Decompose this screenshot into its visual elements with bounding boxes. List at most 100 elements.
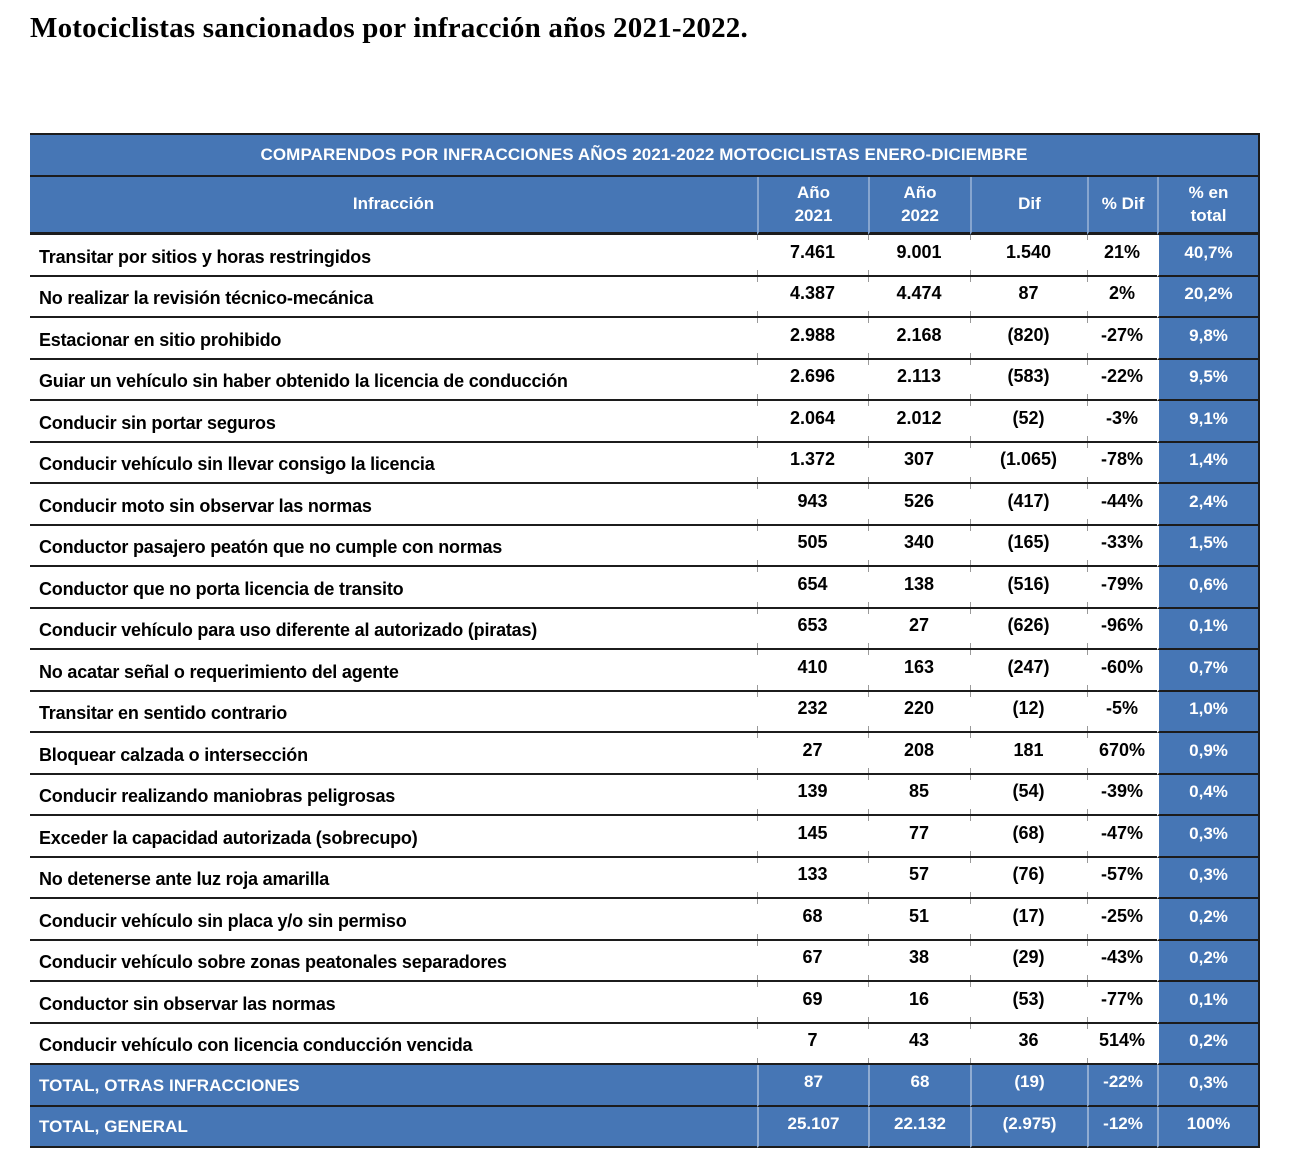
cell-infraccion: Conducir moto sin observar las normas [30,484,757,526]
cell-pct-en-total: 0,2% [1157,940,1259,982]
cell-ano-2021: 69 [757,982,868,1024]
cell-ano-2022: 2.113 [868,359,970,401]
table-row: Conducir vehículo para uso diferente al … [30,608,1259,650]
cell-ano-2022: 9.001 [868,235,970,277]
cell-dif: (12) [970,691,1087,733]
cell-ano-2021: 2.988 [757,318,868,360]
cell-ano-2021: 7 [757,1023,868,1065]
cell-ano-2021: 4.387 [757,276,868,318]
cell-pct-en-total: 20,2% [1157,276,1259,318]
column-header-dif: Dif [970,177,1087,235]
cell-dif: (165) [970,525,1087,567]
cell-infraccion: Conducir vehículo sobre zonas peatonales… [30,940,757,982]
cell-pct-dif: -96% [1087,608,1157,650]
cell-infraccion: Conductor pasajero peatón que no cumple … [30,525,757,567]
cell-pct-en-total: 1,4% [1157,442,1259,484]
cell-ano-2022: 2.168 [868,318,970,360]
cell-dif: (820) [970,318,1087,360]
cell-pct-en-total: 0,2% [1157,1023,1259,1065]
cell-dif: (417) [970,484,1087,526]
cell-pct-dif: -57% [1087,857,1157,899]
cell-pct-en-total: 0,6% [1157,567,1259,609]
table-row: Estacionar en sitio prohibido 2.988 2.168(… [30,318,1259,360]
table-row: Conducir vehículo sin llevar consigo la … [30,442,1259,484]
table-row: No detenerse ante luz roja amarilla 133 57… [30,857,1259,899]
cell-ano-2021: 1.372 [757,442,868,484]
cell-ano-2021: 654 [757,567,868,609]
total-row: TOTAL, OTRAS INFRACCIONES 87 68 (19) -22% 0,3… [30,1065,1259,1107]
cell-pct-en-total: 0,9% [1157,733,1259,775]
cell-ano-2022: 138 [868,567,970,609]
cell-pct-en-total: 0,3% [1157,857,1259,899]
cell-pct-en-total: 9,5% [1157,359,1259,401]
cell-pct-dif: -25% [1087,899,1157,941]
cell-pct-en-total: 0,4% [1157,774,1259,816]
table-banner: COMPARENDOS POR INFRACCIONES AÑOS 2021-2… [30,135,1259,177]
cell-pct-dif: -33% [1087,525,1157,567]
cell-pct-dif: -5% [1087,691,1157,733]
cell-pct-en-total: 9,1% [1157,401,1259,443]
column-header-ano-2021: Año 2021 [757,177,868,235]
table-row: Conducir realizando maniobras peligrosas… [30,774,1259,816]
cell-dif: (2.975) [970,1106,1087,1148]
cell-pct-en-total: 2,4% [1157,484,1259,526]
cell-ano-2022: 163 [868,650,970,692]
table-row: Transitar en sentido contrario 232 220 (12)… [30,691,1259,733]
cell-infraccion: Transitar en sentido contrario [30,691,757,733]
table-row: Conductor pasajero peatón que no cumple … [30,525,1259,567]
column-header-ano-2022: Año 2022 [868,177,970,235]
cell-dif: (53) [970,982,1087,1024]
table-row: Transitar por sitios y horas restringido… [30,235,1259,277]
cell-ano-2021: 68 [757,899,868,941]
table-row: No realizar la revisión técnico-mecánica… [30,276,1259,318]
table-row: Conducir vehículo sobre zonas peatonales… [30,940,1259,982]
cell-infraccion: Conducir sin portar seguros [30,401,757,443]
cell-pct-dif: 670% [1087,733,1157,775]
cell-pct-en-total: 40,7% [1157,235,1259,277]
cell-infraccion: Conducir vehículo sin llevar consigo la … [30,442,757,484]
table-row: No acatar señal o requerimiento del agen… [30,650,1259,692]
cell-ano-2022: 27 [868,608,970,650]
cell-dif: 181 [970,733,1087,775]
cell-pct-dif: -22% [1087,1065,1157,1107]
cell-ano-2021: 133 [757,857,868,899]
cell-pct-dif: -60% [1087,650,1157,692]
cell-pct-dif: -43% [1087,940,1157,982]
cell-infraccion: No realizar la revisión técnico-mecánica [30,276,757,318]
table-row: Guiar un vehículo sin haber obtenido la … [30,359,1259,401]
table-banner-row: COMPARENDOS POR INFRACCIONES AÑOS 2021-2… [30,135,1259,177]
cell-infraccion: No detenerse ante luz roja amarilla [30,857,757,899]
cell-ano-2022: 38 [868,940,970,982]
table-row: Conducir sin portar seguros 2.064 2.012 (52… [30,401,1259,443]
cell-pct-dif: -47% [1087,816,1157,858]
cell-ano-2021: 25.107 [757,1106,868,1148]
cell-ano-2022: 85 [868,774,970,816]
column-header-infraccion: Infracción [30,177,757,235]
cell-pct-en-total: 0,2% [1157,899,1259,941]
cell-ano-2021: 27 [757,733,868,775]
cell-pct-dif: -12% [1087,1106,1157,1148]
cell-ano-2022: 51 [868,899,970,941]
cell-infraccion: Transitar por sitios y horas restringido… [30,235,757,277]
cell-infraccion: Exceder la capacidad autorizada (sobrecu… [30,816,757,858]
cell-ano-2022: 68 [868,1065,970,1107]
cell-pct-en-total: 100% [1157,1106,1259,1148]
cell-pct-dif: -79% [1087,567,1157,609]
table-row: Conductor que no porta licencia de trans… [30,567,1259,609]
cell-ano-2021: 67 [757,940,868,982]
cell-ano-2021: 410 [757,650,868,692]
cell-dif: 87 [970,276,1087,318]
cell-pct-en-total: 9,8% [1157,318,1259,360]
cell-infraccion: Guiar un vehículo sin haber obtenido la … [30,359,757,401]
cell-ano-2022: 43 [868,1023,970,1065]
table-row: Exceder la capacidad autorizada (sobrecu… [30,816,1259,858]
infractions-table-frame: COMPARENDOS POR INFRACCIONES AÑOS 2021-2… [30,133,1260,1148]
cell-ano-2021: 943 [757,484,868,526]
cell-dif: (583) [970,359,1087,401]
cell-infraccion: Conductor que no porta licencia de trans… [30,567,757,609]
cell-ano-2022: 208 [868,733,970,775]
cell-ano-2022: 22.132 [868,1106,970,1148]
cell-pct-en-total: 0,3% [1157,1065,1259,1107]
cell-dif: (626) [970,608,1087,650]
cell-ano-2022: 526 [868,484,970,526]
